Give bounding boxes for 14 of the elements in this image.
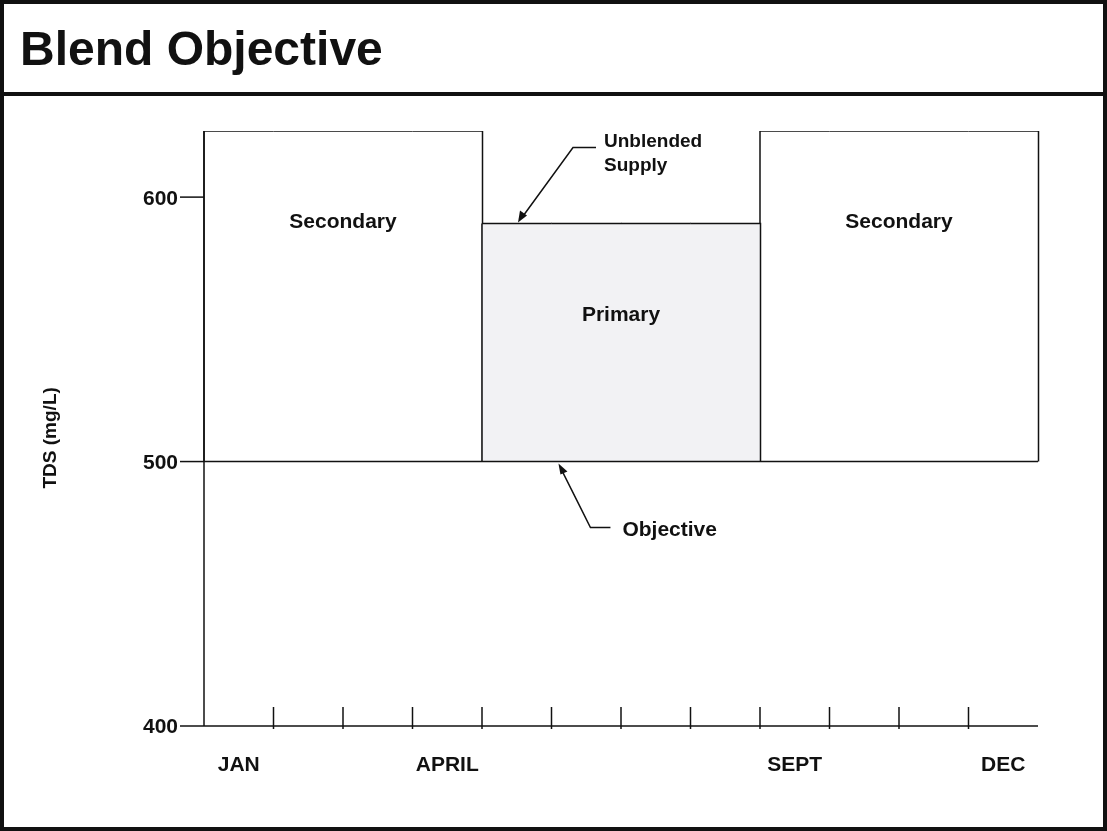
x-tick-label: SEPT [767, 752, 823, 775]
x-tick-label: DEC [981, 752, 1026, 775]
ref-line-label: Objective [622, 516, 717, 540]
series-label: Secondary [289, 209, 397, 232]
y-axis-title: TDS (mg/L) [38, 387, 60, 489]
text: Secondary [845, 209, 953, 232]
series-label: Primary [581, 301, 661, 325]
x-tick-label: JAN [217, 752, 260, 775]
y-tick-label: 500 [142, 450, 178, 474]
y-tick-label: 400 [142, 714, 178, 738]
annotation: Unblended Supply [604, 129, 703, 175]
x-tick-label: APRIL [415, 752, 479, 775]
chart-title: Blend Objective [20, 20, 383, 76]
y-tick-label: 600 [142, 185, 178, 209]
